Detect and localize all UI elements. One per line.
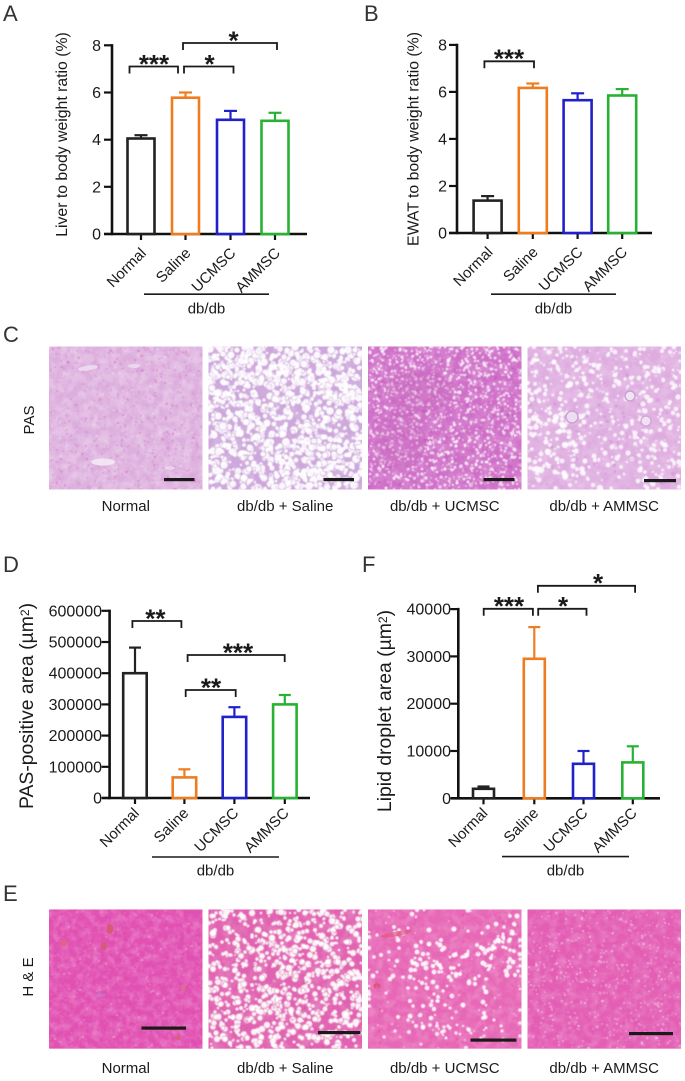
svg-text:db/db + Saline: db/db + Saline — [237, 498, 333, 515]
svg-text:***: *** — [223, 637, 254, 667]
svg-text:400000: 400000 — [49, 666, 102, 683]
svg-text:F: F — [362, 552, 375, 577]
svg-text:C: C — [3, 322, 19, 347]
svg-text:db/db + AMMSC: db/db + AMMSC — [549, 498, 659, 515]
svg-text:0: 0 — [92, 227, 101, 244]
svg-text:8: 8 — [438, 37, 447, 54]
svg-text:db/db + UCMSC: db/db + UCMSC — [390, 498, 500, 515]
svg-text:6: 6 — [438, 84, 447, 101]
svg-text:db/db: db/db — [547, 863, 585, 880]
svg-text:2: 2 — [438, 179, 447, 196]
svg-text:A: A — [3, 1, 18, 26]
svg-text:***: *** — [494, 591, 525, 621]
svg-text:***: *** — [139, 49, 170, 79]
svg-text:300000: 300000 — [49, 697, 102, 714]
svg-text:*: * — [204, 49, 215, 79]
svg-text:Normal: Normal — [102, 498, 150, 515]
svg-text:PAS: PAS — [21, 406, 38, 435]
svg-text:***: *** — [494, 44, 525, 74]
svg-text:*: * — [593, 568, 604, 598]
svg-text:20000: 20000 — [407, 696, 452, 713]
svg-text:4: 4 — [92, 132, 101, 149]
svg-text:**: ** — [145, 603, 166, 633]
svg-text:8: 8 — [92, 38, 101, 55]
svg-text:*: * — [558, 591, 569, 621]
svg-text:0: 0 — [438, 226, 447, 243]
svg-text:EWAT to body weight ratio (%): EWAT to body weight ratio (%) — [406, 32, 423, 246]
svg-text:PAS-positive area (µm2): PAS-positive area (µm2) — [16, 603, 38, 809]
svg-text:2: 2 — [92, 179, 101, 196]
svg-text:500000: 500000 — [49, 635, 102, 652]
svg-text:Liver to body weight ratio (%): Liver to body weight ratio (%) — [54, 32, 71, 237]
svg-text:D: D — [3, 552, 19, 577]
svg-text:100000: 100000 — [49, 759, 102, 776]
svg-text:B: B — [364, 1, 379, 26]
svg-text:40000: 40000 — [407, 602, 452, 619]
svg-text:db/db: db/db — [197, 863, 235, 880]
svg-text:**: ** — [201, 672, 222, 702]
svg-text:*: * — [228, 25, 239, 55]
svg-text:db/db: db/db — [188, 301, 226, 318]
svg-text:db/db: db/db — [535, 301, 573, 318]
svg-text:30000: 30000 — [407, 649, 452, 666]
svg-text:4: 4 — [438, 131, 447, 148]
svg-text:E: E — [3, 881, 18, 906]
svg-text:Lipid droplet area (µm2): Lipid droplet area (µm2) — [374, 610, 396, 812]
svg-text:6: 6 — [92, 85, 101, 102]
svg-text:0: 0 — [93, 791, 102, 808]
svg-text:600000: 600000 — [49, 603, 102, 620]
svg-text:0: 0 — [442, 791, 451, 808]
svg-text:200000: 200000 — [49, 728, 102, 745]
svg-text:10000: 10000 — [407, 744, 452, 761]
